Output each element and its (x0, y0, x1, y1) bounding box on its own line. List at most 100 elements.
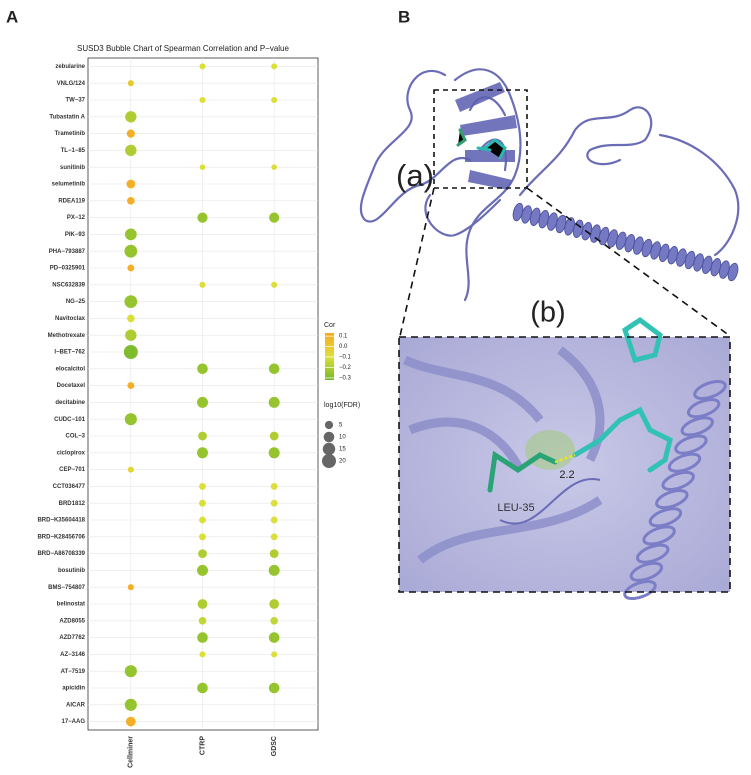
bubble (125, 111, 137, 123)
color-bar (325, 333, 334, 380)
bubble (270, 516, 278, 524)
bubble (127, 584, 134, 591)
bubble (271, 96, 278, 104)
bubble (127, 466, 134, 473)
y-tick-label: TL−1−85 (61, 148, 86, 154)
y-tick-label: VNLG/124 (57, 81, 86, 87)
size-tick-label: 5 (339, 423, 343, 429)
y-tick-label: CCT036477 (53, 484, 86, 490)
size-tick-label: 10 (339, 435, 346, 441)
y-tick-label: selumetinib (52, 182, 86, 188)
inset-box (433, 89, 528, 189)
y-tick-label: CUDC−101 (54, 417, 86, 423)
bubble (124, 295, 138, 308)
bubble (269, 212, 280, 223)
bubble (268, 632, 280, 643)
bubble (199, 96, 206, 104)
bubble (123, 345, 138, 359)
bubble (268, 682, 280, 694)
zoom-label: (b) (530, 297, 565, 329)
zoom-line (526, 187, 731, 337)
y-tick-label: 17−AAG (61, 719, 85, 725)
legend-title: Cor (324, 322, 336, 329)
y-tick-label: belinostat (57, 602, 85, 608)
bubble (124, 665, 137, 678)
bubble (268, 447, 280, 459)
bubble (127, 264, 135, 272)
y-tick-label: BRD−K28456706 (37, 534, 85, 540)
size-key (324, 420, 334, 430)
y-tick-label: BMS−754807 (48, 585, 86, 591)
color-tick-label: −0.2 (339, 365, 352, 371)
bubble (199, 533, 206, 541)
bubble (269, 431, 279, 441)
y-tick-label: sunitinib (60, 165, 85, 171)
plot-frame (87, 57, 319, 731)
y-tick-label: decitabine (55, 400, 85, 406)
zoom-view: 2.2 LEU-35 (399, 316, 730, 601)
protein-structure (359, 68, 740, 302)
residue-label: LEU-35 (497, 502, 534, 514)
bubble (268, 363, 280, 375)
y-tick-label: AICAR (66, 702, 86, 708)
bubble (269, 549, 279, 558)
bubble (198, 431, 207, 441)
y-tick-label: ciclopirox (57, 450, 86, 456)
bubble (127, 197, 135, 205)
bubble (124, 698, 137, 711)
y-tick-label: RDEA119 (58, 198, 85, 204)
y-tick-label: Tubastatin A (49, 114, 85, 120)
bubble (125, 329, 137, 341)
y-tick-label: I−BET−762 (54, 350, 85, 356)
y-tick-label: NG−25 (66, 299, 86, 305)
zoom-box (398, 336, 731, 593)
size-key (323, 431, 335, 443)
zoom-line (399, 187, 435, 337)
y-tick-label: Navitoclax (55, 316, 86, 322)
size-key (322, 454, 336, 468)
x-tick-label: GDSC (271, 736, 278, 756)
bubble (124, 244, 138, 258)
color-tick-label: −0.1 (339, 355, 352, 361)
color-tick-label: 0.1 (339, 334, 348, 340)
bubble (198, 617, 207, 625)
y-tick-label: COL−3 (65, 434, 85, 440)
y-tick-label: Trametinib (55, 131, 86, 137)
bubble (199, 499, 206, 507)
bubble (199, 63, 206, 70)
bubble (199, 281, 206, 288)
y-tick-label: AZD8055 (59, 618, 85, 624)
y-tick-label: AT−7519 (61, 669, 86, 675)
x-tick-label: CTRP (199, 736, 206, 755)
chart-title: SUSD3 Bubble Chart of Spearman Correlati… (77, 44, 289, 53)
y-tick-label: PHA−793887 (49, 249, 86, 255)
bubble (270, 533, 278, 541)
legend-title: log10(FDR) (324, 402, 360, 409)
bubble (197, 599, 208, 609)
bubble (271, 651, 278, 658)
bubble (269, 599, 280, 609)
y-tick-label: BRD−K35604418 (37, 518, 85, 524)
bubble (125, 716, 136, 727)
bubble (196, 396, 209, 408)
bubble (270, 617, 278, 625)
y-tick-label: Docetaxel (57, 383, 86, 389)
bubble (271, 164, 277, 170)
bubble (199, 651, 206, 658)
bubble (268, 564, 280, 576)
y-tick-label: apicidin (62, 686, 85, 692)
size-key (322, 442, 336, 456)
y-tick-label: zebularine (55, 64, 85, 70)
bubble (196, 564, 209, 576)
y-tick-label: NSC632839 (52, 282, 85, 288)
bubble (197, 632, 208, 643)
y-tick-label: BRD1812 (59, 501, 86, 507)
y-tick-label: BRD−A86708339 (37, 551, 85, 557)
inset-label: (a) (396, 158, 434, 193)
y-tick-label: PX−12 (67, 215, 86, 221)
bubble (127, 80, 134, 87)
ligand (456, 128, 507, 160)
color-tick-label: 0.0 (339, 344, 348, 350)
panel-label: B (398, 7, 410, 26)
